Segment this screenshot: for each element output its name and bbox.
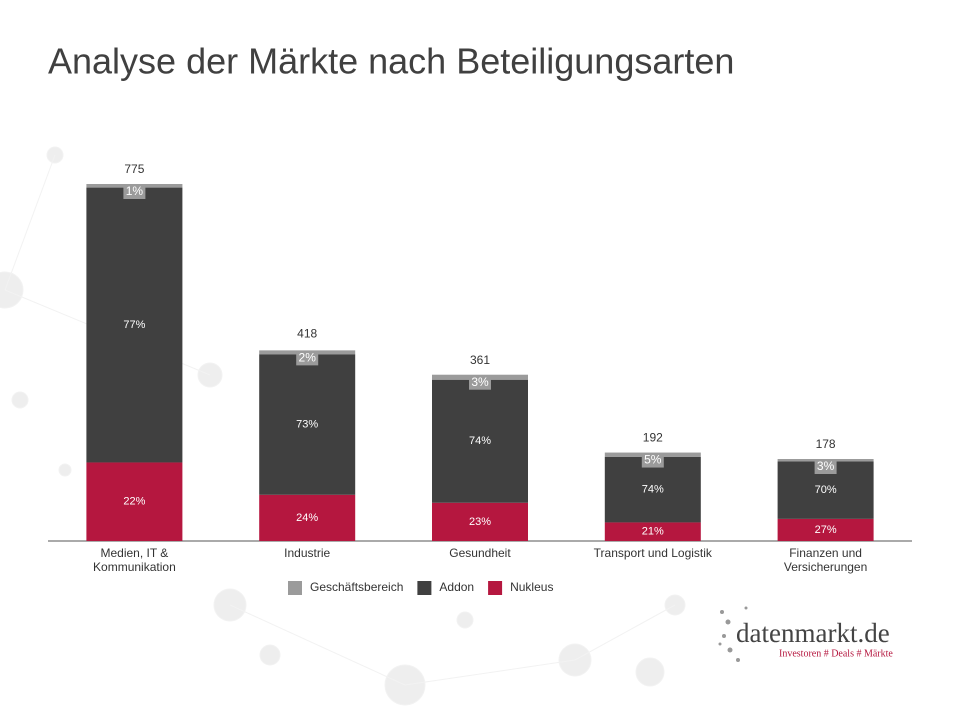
value-label: 3% bbox=[817, 459, 835, 473]
value-label-box bbox=[296, 351, 319, 366]
bar-segment bbox=[86, 462, 183, 541]
value-label: 1% bbox=[126, 184, 144, 198]
x-tick-label: Industrie bbox=[284, 546, 331, 560]
value-label: 74% bbox=[469, 435, 491, 447]
value-label: 24% bbox=[296, 512, 318, 524]
x-tick-label: Medien, IT & Kommunikation bbox=[93, 546, 176, 574]
total-label: 418 bbox=[297, 327, 317, 341]
x-tick-label: Finanzen und Versicherungen bbox=[783, 546, 868, 574]
logo-tagline: Investoren # Deals # Märkte bbox=[779, 648, 893, 659]
bar-segment bbox=[259, 494, 356, 541]
legend-label: Addon bbox=[439, 580, 474, 594]
bar-segment bbox=[604, 522, 701, 541]
legend-swatch bbox=[417, 581, 432, 595]
value-label-box bbox=[469, 375, 491, 390]
logo: datenmarkt.de Investoren # Deals # Märkt… bbox=[718, 606, 893, 662]
x-tick-label: Transport und Logistik bbox=[593, 546, 712, 560]
legend-swatch bbox=[288, 581, 302, 595]
total-label: 775 bbox=[124, 162, 144, 176]
value-label: 3% bbox=[471, 375, 489, 389]
value-label: 22% bbox=[123, 496, 145, 508]
bar-segment bbox=[86, 187, 183, 463]
value-label: 27% bbox=[815, 524, 837, 536]
legend-label: Nukleus bbox=[510, 580, 553, 594]
chart-title: Analyse der Märkte nach Beteiligungsarte… bbox=[48, 41, 734, 82]
total-label: 361 bbox=[470, 353, 490, 367]
value-label: 2% bbox=[299, 351, 317, 365]
value-label-box bbox=[123, 185, 146, 199]
bar-segment bbox=[604, 456, 701, 523]
bar-segment bbox=[259, 354, 356, 495]
value-label-box bbox=[641, 453, 664, 468]
value-label: 23% bbox=[469, 516, 491, 528]
bar-segment bbox=[432, 502, 528, 541]
total-label: 178 bbox=[816, 437, 836, 451]
legend-swatch bbox=[488, 581, 503, 595]
bar-segment bbox=[432, 379, 528, 503]
legend-label: Geschäftsbereich bbox=[310, 580, 403, 594]
x-tick-label: Gesundheit bbox=[449, 546, 511, 560]
value-label: 73% bbox=[296, 418, 318, 430]
background-decoration bbox=[0, 146, 686, 706]
value-label: 5% bbox=[644, 453, 662, 467]
value-label: 77% bbox=[123, 319, 145, 331]
total-label: 192 bbox=[643, 431, 663, 445]
value-label: 74% bbox=[642, 484, 664, 496]
logo-name: datenmarkt.de bbox=[736, 618, 890, 648]
value-label: 21% bbox=[642, 526, 664, 538]
value-label: 70% bbox=[815, 484, 837, 496]
value-label-box bbox=[814, 460, 837, 475]
bar-segment bbox=[777, 518, 874, 541]
